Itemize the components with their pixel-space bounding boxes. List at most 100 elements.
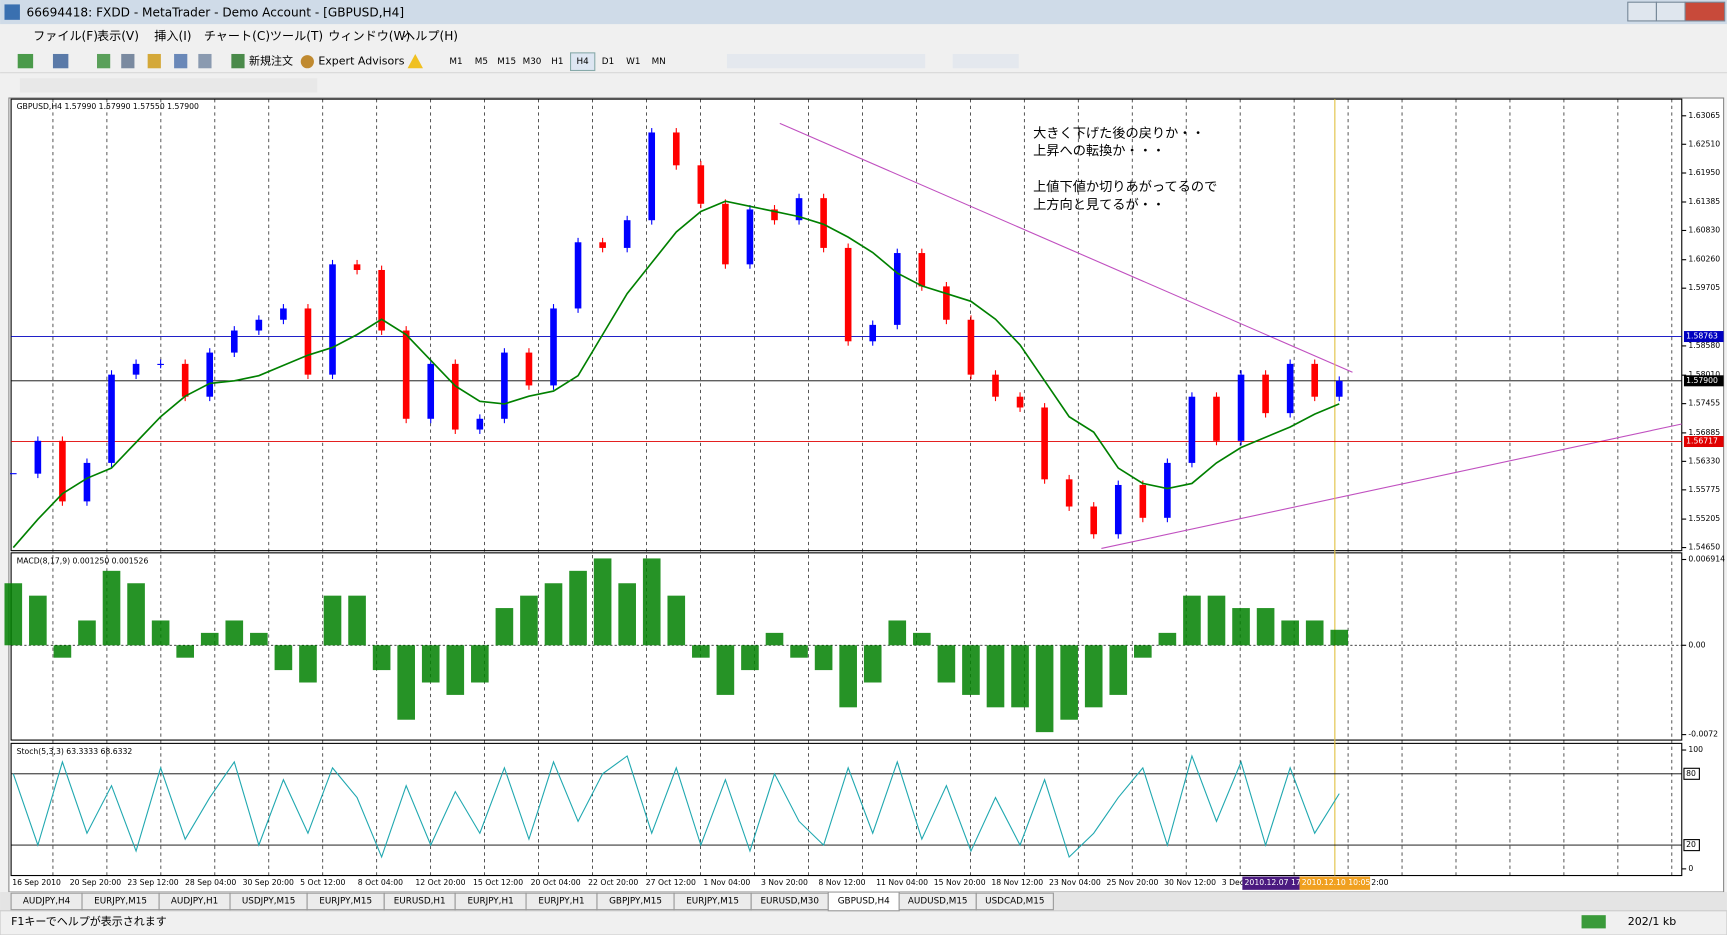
macd-bar xyxy=(495,608,514,646)
time-label: 30 Sep 20:00 xyxy=(243,878,294,887)
annotation: 大きく下げた後の戻りか・・ xyxy=(1033,125,1205,141)
time-label: 12 Oct 20:00 xyxy=(415,878,465,887)
timeframe-button[interactable]: H1 xyxy=(551,57,563,67)
timeframe-button[interactable]: M5 xyxy=(475,57,488,67)
status-bar xyxy=(0,910,1727,935)
ea-icon[interactable] xyxy=(300,55,314,69)
menu-item[interactable]: 挿入(I) xyxy=(154,28,191,43)
menu-item[interactable]: ヘルプ(H) xyxy=(403,29,458,43)
chart-tools[interactable] xyxy=(726,53,926,69)
chart-tab-label[interactable]: EURJPY,M15 xyxy=(686,896,739,906)
macd-bar xyxy=(716,645,735,695)
maximize-button[interactable] xyxy=(1655,1,1686,22)
candle xyxy=(1188,396,1196,463)
timeframe-button[interactable]: H4 xyxy=(577,57,590,67)
time-label: 11 Nov 04:00 xyxy=(876,878,928,887)
drawing-tools[interactable] xyxy=(19,78,318,93)
candle xyxy=(1237,374,1245,441)
candle xyxy=(230,330,238,353)
profile-icon[interactable] xyxy=(52,53,69,69)
chart-tab-label[interactable]: AUDJPY,H4 xyxy=(23,896,71,906)
timeframe-button[interactable]: M15 xyxy=(497,57,516,67)
expert-advisors-button[interactable]: Expert Advisors xyxy=(318,55,404,68)
menu-item[interactable]: チャート(C) xyxy=(204,29,270,43)
candle xyxy=(1139,484,1147,518)
candle xyxy=(476,418,484,430)
level-label: 80 xyxy=(1686,769,1696,778)
candle xyxy=(599,242,606,248)
macd-bar xyxy=(1256,608,1275,646)
macd-bar xyxy=(986,645,1005,708)
candle xyxy=(181,363,189,397)
close-button[interactable] xyxy=(1684,1,1726,22)
macd-bar xyxy=(888,620,907,646)
macd-bar xyxy=(569,570,587,646)
macd-bar xyxy=(274,645,293,671)
menu-item[interactable]: ファイル(F) xyxy=(33,29,98,43)
level-box xyxy=(1683,767,1700,780)
y-tick-label: 1.63065 xyxy=(1688,111,1720,120)
macd-bar xyxy=(1035,645,1054,733)
connection-icon xyxy=(1581,915,1606,929)
candle xyxy=(771,209,778,221)
chart-tab-label[interactable]: EURUSD,H1 xyxy=(394,896,446,906)
candle xyxy=(402,330,410,419)
chart-tab-label[interactable]: USDJPY,M15 xyxy=(242,896,295,906)
y-tick-label: 1.61950 xyxy=(1688,168,1720,177)
chart-tab-label[interactable]: GBPUSD,H4 xyxy=(838,896,890,906)
ea-warning-icon[interactable] xyxy=(407,53,423,69)
price-level-label: 1.58763 xyxy=(1686,332,1718,341)
candle xyxy=(1016,396,1024,408)
chart-tab-label[interactable]: USDCAD,M15 xyxy=(985,896,1044,906)
macd-bar xyxy=(1281,620,1299,646)
new-chart-icon[interactable] xyxy=(17,53,34,69)
timeframe-button[interactable]: M1 xyxy=(449,57,462,67)
new-order-icon[interactable] xyxy=(231,53,245,69)
macd-bar xyxy=(29,595,47,646)
tester-icon[interactable] xyxy=(174,53,188,69)
terminal-icon[interactable] xyxy=(147,53,161,69)
macd-bar xyxy=(790,645,808,658)
candle xyxy=(1065,479,1073,507)
chart-tab-label[interactable]: EURJPY,H1 xyxy=(538,896,584,906)
candle xyxy=(943,286,950,320)
chart-tab-label[interactable]: EURJPY,M15 xyxy=(94,896,147,906)
candle xyxy=(451,363,459,430)
market-watch-icon[interactable] xyxy=(96,53,111,69)
timeframe-button[interactable]: M30 xyxy=(523,57,542,67)
chart-tab-label[interactable]: EURJPY,H1 xyxy=(467,896,513,906)
time-label: 3 Dec xyxy=(1222,878,1244,887)
menu-item[interactable]: 表示(V) xyxy=(97,29,139,43)
pane-title: GBPUSD,H4 1.57990 1.57990 1.57550 1.5790… xyxy=(17,102,199,111)
chart-tab[interactable] xyxy=(975,892,1054,911)
period-tools[interactable] xyxy=(952,53,1019,69)
menu-item[interactable]: ウィンドウ(W) xyxy=(328,29,410,43)
macd-bar xyxy=(1305,620,1324,646)
chart-tab-label[interactable]: EURJPY,M15 xyxy=(319,896,372,906)
macd-bar xyxy=(127,583,145,646)
chart-tab-label[interactable]: EURUSD,M30 xyxy=(760,896,819,906)
time-label: 23 Sep 12:00 xyxy=(127,878,178,887)
new-order-button[interactable]: 新規注文 xyxy=(249,54,293,68)
resistance-trendline xyxy=(779,122,1353,373)
chart-tab-label[interactable]: AUDUSD,M15 xyxy=(908,896,968,906)
minimize-button[interactable] xyxy=(1627,1,1657,22)
candle xyxy=(844,247,852,342)
support-trendline xyxy=(1101,423,1682,549)
timeframe-button[interactable]: D1 xyxy=(602,57,614,67)
navigator-icon[interactable] xyxy=(121,53,135,69)
chart-tab-label[interactable]: AUDJPY,H1 xyxy=(171,896,218,906)
time-label: 30 Nov 12:00 xyxy=(1164,878,1216,887)
timeframe-button[interactable]: MN xyxy=(652,57,666,67)
menu-item[interactable]: ツール(T) xyxy=(270,29,323,43)
candle xyxy=(869,324,877,342)
status-traffic: 202/1 kb xyxy=(1628,915,1677,928)
macd-bar xyxy=(863,645,882,683)
y-tick-label: 1.58580 xyxy=(1688,341,1720,350)
chart-tab-label[interactable]: GBPJPY,M15 xyxy=(609,896,662,906)
history-icon[interactable] xyxy=(198,53,212,69)
timeframe-button[interactable]: W1 xyxy=(626,57,640,67)
price-level-label: 1.56717 xyxy=(1686,437,1718,446)
candle xyxy=(672,132,680,166)
candle xyxy=(574,242,582,309)
